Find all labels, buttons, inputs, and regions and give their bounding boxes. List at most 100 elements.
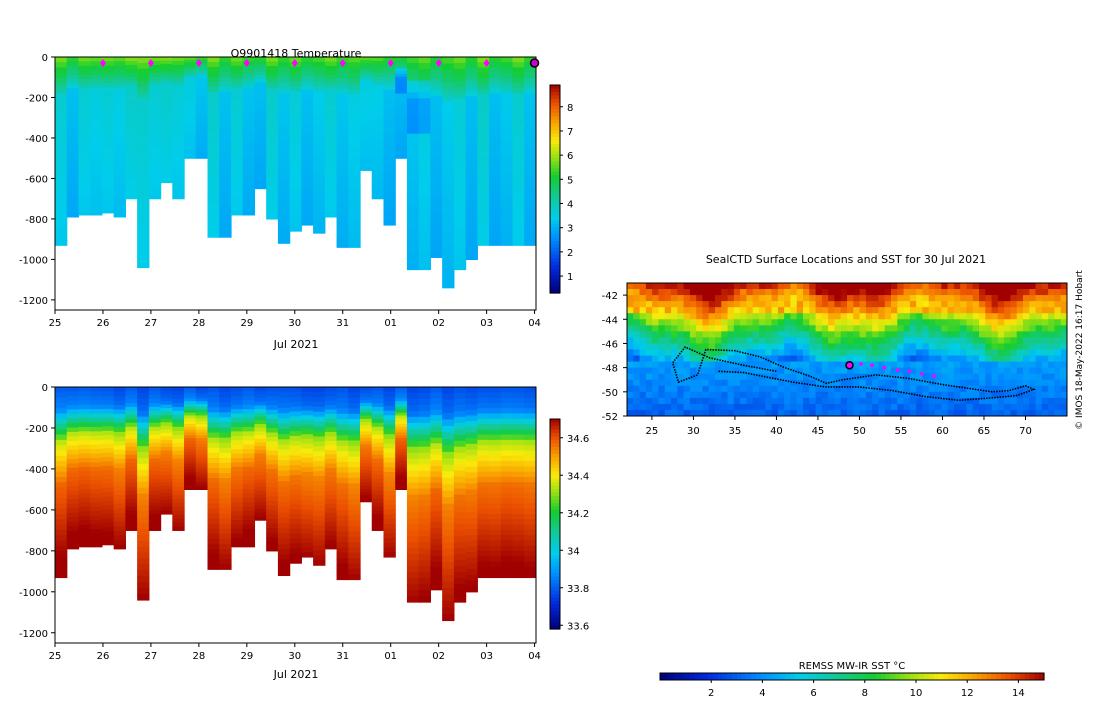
sst-cell [721,349,729,357]
salinity-profile-cell [113,395,126,402]
temperature-profile-cell [465,73,478,81]
sst-cell [966,331,974,339]
salinity-profile-cell [266,400,279,406]
sst-cell [1054,337,1062,345]
temperature-profile-cell [254,141,267,146]
sst-cell [847,301,854,308]
sst-cell [702,361,710,369]
sst-cell [872,295,880,302]
sst-cell [639,397,647,405]
salinity-profile-cell [184,455,197,459]
salinity-profile-cell [195,435,209,439]
salinity-profile-cell [489,561,502,568]
temperature-profile-cell [266,74,279,81]
temperature-profile-cell [195,116,209,120]
temperature-profile-cell [172,179,185,184]
salinity-profile-cell [465,426,478,434]
salinity-colorbar-cell [550,436,560,441]
temperature-profile-cell [207,202,220,208]
sst-colorbar-cell [765,673,771,680]
salinity-profile-cell [489,492,502,499]
temperature-profile-cell [313,223,326,229]
sst-cell [702,301,710,308]
sst-colorbar-cell [895,673,901,680]
temperature-profile-cell [66,119,80,125]
sst-cell [1004,385,1012,393]
salinity-profile-cell [383,547,396,553]
sst-cell [1010,385,1018,393]
temperature-profile-cell [524,213,536,220]
temperature-profile-cell [172,131,185,137]
temperature-profile-cell [125,84,138,90]
salinity-profile-cell [289,519,302,525]
salinity-xtick-label-5: 30 [288,651,301,662]
salinity-profile-cell [137,499,150,506]
sst-cell [1016,343,1024,351]
sst-cell [671,361,678,369]
sst-cell [721,403,729,411]
temperature-profile-cell [313,184,326,190]
salinity-profile-cell [324,481,338,487]
temperature-profile-cell [113,194,126,200]
sst-cell [771,355,779,363]
salinity-profile-cell [148,486,162,492]
salinity-profile-cell [101,430,115,436]
salinity-profile-cell [348,387,361,393]
salinity-profile-cell [324,387,338,393]
sst-cell [941,283,949,290]
temperature-profile-cell [500,172,514,178]
temperature-profile-cell [301,173,314,179]
sst-cell [928,361,936,369]
sst-cell [733,373,741,381]
sst-cell [928,343,936,351]
sst-field [627,283,1067,416]
sst-cell [721,373,729,381]
salinity-profile-cell [172,402,185,408]
current-surface-marker [529,58,540,68]
sst-cell [696,403,704,411]
salinity-profile-cell [418,518,432,525]
temperature-profile-cell [277,160,291,167]
sst-cell [947,373,955,381]
temperature-profile-cell [55,104,68,110]
salinity-profile-cell [418,410,432,418]
sst-cell [1041,301,1049,308]
sst-cell [1023,403,1030,411]
sst-cell [627,373,634,381]
salinity-profile-cell [90,524,103,530]
sst-cell [683,301,691,308]
sst-cell [1048,301,1056,308]
sst-cell [796,397,804,405]
salinity-profile-cell [160,397,173,402]
salinity-profile-cell [348,558,361,565]
sst-cell [847,349,854,357]
sst-cell [1016,337,1024,345]
salinity-profile-cell [430,415,443,422]
sst-cell [790,319,798,326]
temperature-profile-cell [524,182,536,189]
temperature-profile-cell [371,131,385,137]
salinity-profile-cell [207,528,220,535]
temperature-profile-cell [207,232,220,238]
sst-cell [865,373,873,381]
salinity-profile-cell [219,493,232,499]
salinity-profile-cell [313,456,326,462]
sst-cell [639,355,647,363]
temperature-profile-cell [406,251,420,259]
temperature-profile-cell [324,163,338,169]
temperature-profile-cell [348,215,361,222]
sst-cell [991,289,999,296]
sst-cell [1029,301,1037,308]
sst-cell [1041,403,1049,411]
temperature-profile-cell [90,83,103,89]
temperature-profile-cell [277,196,291,203]
sst-cell [840,355,848,363]
sst-cell [633,343,641,351]
temperature-colorbar-cell [550,206,560,211]
sst-cell [652,301,660,308]
sst-cell [916,301,924,308]
salinity-profile-cell [195,392,209,397]
salinity-profile-cell [336,408,349,415]
salinity-profile-cell [55,413,68,420]
temperature-profile-cell [453,163,467,170]
